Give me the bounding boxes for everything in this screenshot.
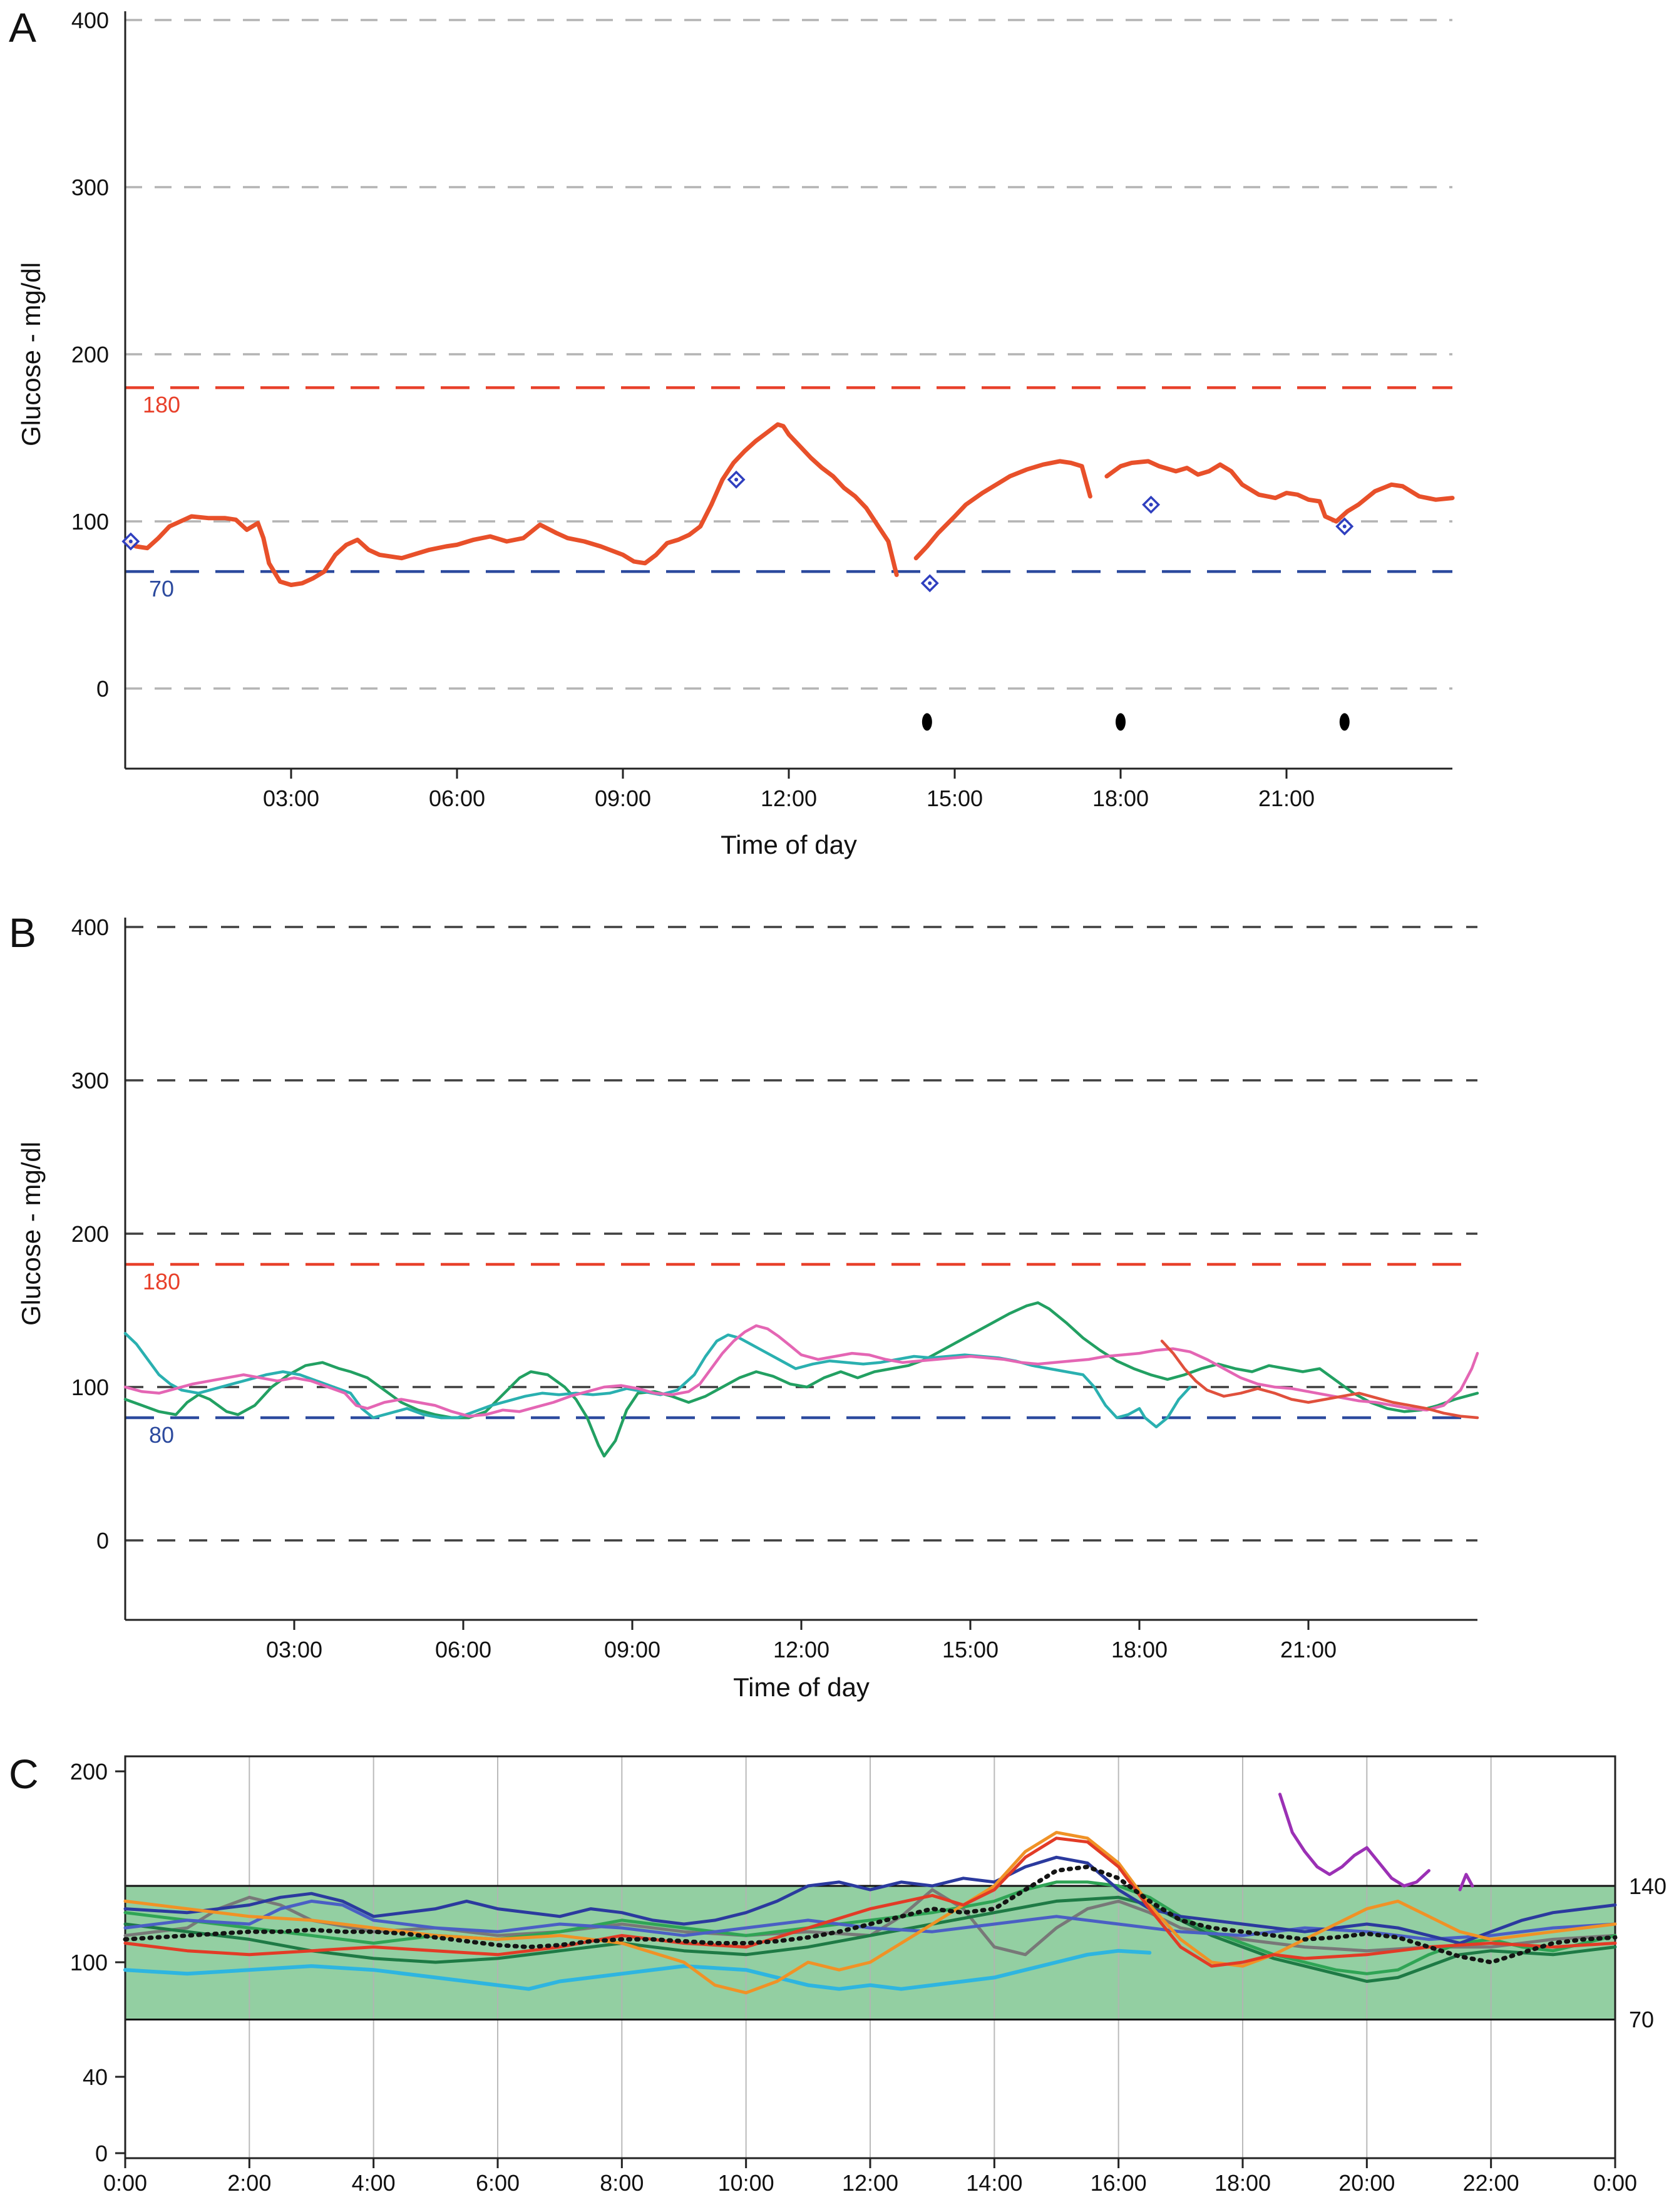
- svg-text:0:00: 0:00: [1593, 2170, 1637, 2196]
- panel-b-x-axis-label: Time of day: [733, 1672, 870, 1702]
- panel-a-letter: A: [9, 4, 37, 51]
- svg-text:22:00: 22:00: [1463, 2170, 1519, 2196]
- panel-b-low-threshold-label: 80: [149, 1422, 175, 1448]
- svg-text:18:00: 18:00: [1092, 786, 1149, 811]
- panel-a-high-threshold-label: 180: [143, 392, 181, 417]
- svg-text:03:00: 03:00: [263, 786, 319, 811]
- svg-text:400: 400: [71, 8, 109, 33]
- svg-text:100: 100: [70, 1950, 108, 1975]
- panel-a-plot: 0 100 200 300 400 03:00 06:00 09:00 12:00 15:00 18…: [71, 8, 1455, 811]
- svg-text:12:00: 12:00: [761, 786, 817, 811]
- panel-b-letter: B: [9, 909, 37, 956]
- panel-c-plot: 0 40 100 200 0:00 2:00 4:00 6:00 8:00 10:00 12:00 1…: [70, 1755, 1637, 2196]
- svg-text:21:00: 21:00: [1280, 1637, 1337, 1662]
- svg-text:18:00: 18:00: [1215, 2170, 1271, 2196]
- svg-text:0: 0: [96, 1528, 109, 1554]
- panel-a-x-axis-label: Time of day: [721, 830, 857, 859]
- svg-text:200: 200: [71, 1221, 109, 1247]
- svg-text:15:00: 15:00: [927, 786, 983, 811]
- panel-c-letter: C: [9, 1751, 39, 1797]
- svg-text:0: 0: [96, 676, 109, 702]
- event-marker: [1339, 713, 1350, 731]
- event-marker: [922, 713, 932, 731]
- svg-text:06:00: 06:00: [435, 1637, 491, 1662]
- panel-b-high-threshold-label: 180: [143, 1269, 181, 1294]
- svg-text:06:00: 06:00: [429, 786, 485, 811]
- svg-text:4:00: 4:00: [352, 2170, 396, 2196]
- svg-text:400: 400: [71, 914, 109, 940]
- svg-text:0:00: 0:00: [103, 2170, 147, 2196]
- svg-text:300: 300: [71, 175, 109, 200]
- panel-a-low-threshold-label: 70: [149, 576, 175, 602]
- svg-text:14:00: 14:00: [966, 2170, 1022, 2196]
- svg-text:200: 200: [71, 342, 109, 367]
- svg-text:10:00: 10:00: [718, 2170, 774, 2196]
- svg-text:200: 200: [70, 1759, 108, 1784]
- svg-text:16:00: 16:00: [1091, 2170, 1147, 2196]
- svg-text:15:00: 15:00: [942, 1637, 999, 1662]
- svg-text:18:00: 18:00: [1111, 1637, 1168, 1662]
- svg-text:12:00: 12:00: [773, 1637, 829, 1662]
- svg-text:8:00: 8:00: [600, 2170, 644, 2196]
- svg-text:21:00: 21:00: [1258, 786, 1315, 811]
- event-marker: [1116, 713, 1126, 731]
- svg-text:09:00: 09:00: [604, 1637, 660, 1662]
- svg-text:300: 300: [71, 1068, 109, 1093]
- svg-text:6:00: 6:00: [476, 2170, 520, 2196]
- svg-text:03:00: 03:00: [266, 1637, 322, 1662]
- svg-text:100: 100: [71, 1375, 109, 1400]
- panel-a-y-axis-label: Glucose - mg/dl: [16, 262, 46, 447]
- panel-c-band-low-label: 70: [1629, 2007, 1655, 2032]
- svg-text:12:00: 12:00: [842, 2170, 898, 2196]
- svg-text:40: 40: [83, 2064, 108, 2090]
- panel-c-band-high-label: 140: [1629, 1873, 1667, 1899]
- panel-b-plot: 0 100 200 300 400 03:00 06:00 09:00 12:00 15:00 18…: [71, 914, 1479, 1662]
- svg-text:2:00: 2:00: [227, 2170, 271, 2196]
- svg-text:20:00: 20:00: [1338, 2170, 1395, 2196]
- svg-text:100: 100: [71, 509, 109, 535]
- svg-text:09:00: 09:00: [595, 786, 651, 811]
- svg-text:0: 0: [95, 2141, 108, 2166]
- panel-b-y-axis-label: Glucose - mg/dl: [16, 1141, 46, 1326]
